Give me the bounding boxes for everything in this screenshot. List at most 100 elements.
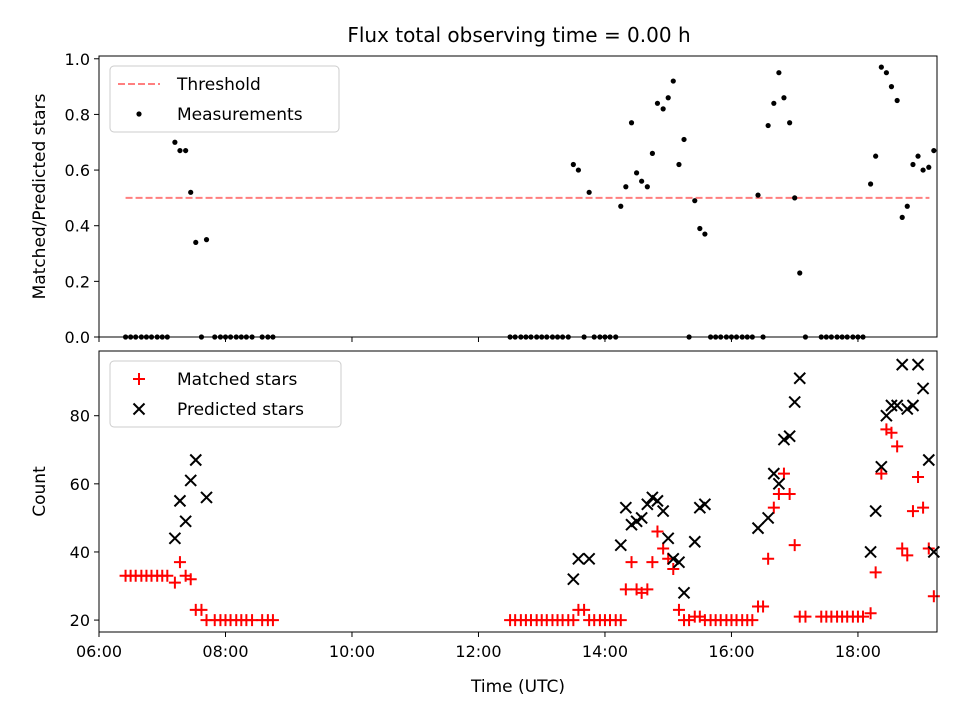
data-point [788,539,801,552]
x-tick-label: 12:00 [455,642,501,661]
data-point [681,136,687,143]
data-point [755,192,761,198]
data-point [878,64,884,70]
data-point [184,573,197,586]
series-matched-stars [119,423,940,627]
data-point [179,515,192,528]
data-point [173,556,186,569]
data-point [746,614,759,627]
data-point [910,161,916,168]
data-point [676,161,682,168]
legend-box [109,360,342,428]
legend-marker [132,402,146,416]
data-point [873,153,879,159]
data-point [890,399,904,412]
data-point [697,225,703,232]
series-measurements [122,64,937,340]
data-point [677,586,691,600]
data-point [864,545,877,559]
data-point [896,542,909,555]
data-point [698,498,712,511]
data-point [916,382,930,395]
data-point [619,501,633,514]
data-point [586,189,592,195]
data-point [894,97,900,104]
data-point [567,614,580,627]
data-point [203,237,210,243]
data-point [783,429,796,443]
data-point [702,231,708,237]
data-point [917,501,930,514]
data-point [864,607,877,620]
data-point [656,504,670,518]
data-point [906,505,919,518]
x-tick-label: 18:00 [835,642,881,661]
data-point [920,167,926,173]
y-axis-label: Count [30,466,50,517]
y-tick-label: 0.0 [65,328,90,347]
y-tick-label: 0.6 [65,161,90,180]
data-point [906,399,920,412]
data-point [797,270,803,276]
x-tick-label: 10:00 [329,642,375,661]
data-point [911,358,925,371]
data-point [672,555,686,569]
data-point [619,583,632,596]
data-point [922,542,935,555]
data-point [172,139,178,145]
legend-marker [133,373,145,385]
y-tick-label: 1.0 [65,50,90,69]
data-point [875,460,888,474]
data-point [765,122,771,129]
data-point [266,614,279,627]
data-point [875,467,888,480]
legend-label: Measurements [177,105,303,125]
data-point [651,494,664,508]
data-point [641,583,654,596]
data-point [883,70,890,76]
y-tick-label: 40 [70,543,90,562]
data-point [869,504,882,518]
data-point [572,552,585,565]
legend: Threshold Measurements [109,65,340,133]
data-point [880,409,893,422]
axes-frame [98,55,938,338]
data-point [783,488,796,501]
y-axis-label: Matched/Predicted stars [30,93,50,299]
data-point [904,203,910,209]
data-point [767,501,780,514]
data-point [896,358,909,371]
legend-label: Matched stars [177,370,297,390]
data-point [189,453,202,467]
data-point [772,488,785,501]
data-point [901,549,914,562]
data-point [672,603,685,616]
data-point [660,106,666,112]
legend-label: Predicted stars [177,400,304,420]
data-point [891,440,904,453]
x-tick-label: 16:00 [708,642,754,661]
data-point [168,576,181,589]
data-point [670,78,676,84]
data-point [777,433,791,446]
x-axis-label: Time (UTC) [470,677,565,697]
data-point [792,195,798,201]
data-point [931,147,937,154]
data-point [667,552,680,565]
legend-box [109,65,340,133]
y-tick-label: 20 [70,611,90,630]
legend-marker [136,111,142,117]
legend-label: Threshold [176,75,261,95]
data-point [757,600,770,613]
data-point [771,100,777,106]
data-point [195,603,208,616]
data-point [633,170,640,176]
data-point [926,164,932,170]
x-tick-label: 14:00 [582,642,628,661]
data-point [885,426,898,439]
ratio-panel: 0.0 0.2 0.4 0.6 0.8 1.0 Matched/Predicted star… [30,50,938,347]
data-point [635,511,648,525]
data-point [667,562,680,575]
data-point [912,471,925,484]
data-point [575,167,581,173]
